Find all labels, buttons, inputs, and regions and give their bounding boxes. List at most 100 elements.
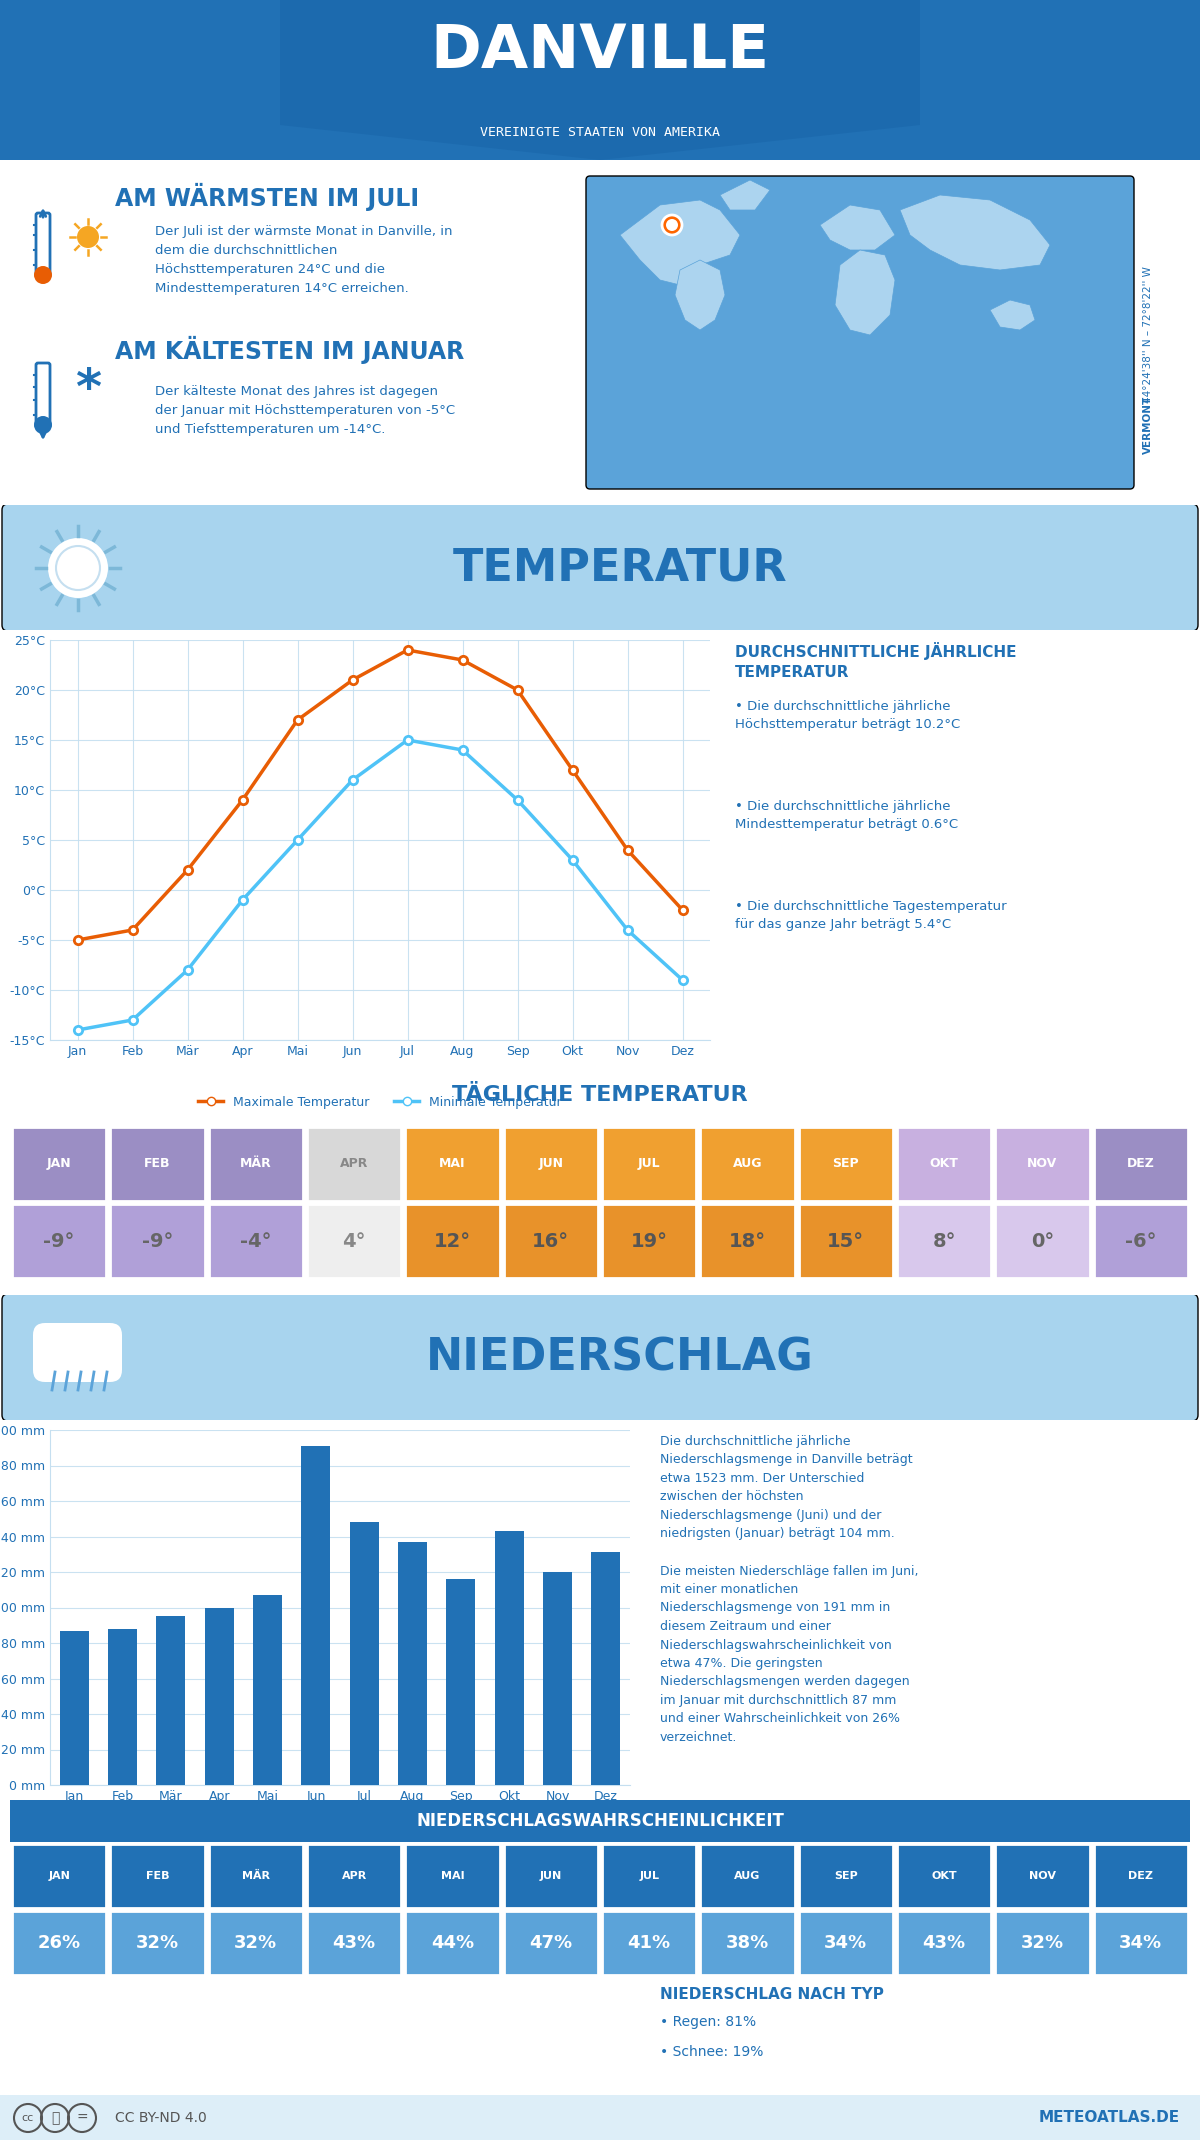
FancyBboxPatch shape xyxy=(36,214,50,276)
Text: AM KÄLTESTEN IM JANUAR: AM KÄLTESTEN IM JANUAR xyxy=(115,336,464,364)
Text: 15°: 15° xyxy=(827,1233,864,1250)
Bar xyxy=(592,1552,620,1785)
Text: NIEDERSCHLAGSWAHRSCHEINLICHKEIT: NIEDERSCHLAGSWAHRSCHEINLICHKEIT xyxy=(416,1813,784,1830)
Bar xyxy=(799,1205,893,1278)
Text: cc: cc xyxy=(22,2112,34,2123)
Bar xyxy=(406,1911,499,1975)
Circle shape xyxy=(34,415,52,434)
Bar xyxy=(896,1845,991,1909)
Circle shape xyxy=(34,265,52,285)
FancyBboxPatch shape xyxy=(2,505,1198,631)
Text: 19°: 19° xyxy=(631,1233,667,1250)
Bar xyxy=(995,1128,1090,1201)
Text: 47%: 47% xyxy=(529,1935,572,1952)
Bar xyxy=(701,1128,794,1201)
Text: VERMONT: VERMONT xyxy=(1142,396,1153,454)
Text: NOV: NOV xyxy=(1027,1158,1057,1171)
FancyBboxPatch shape xyxy=(586,175,1134,490)
Text: -6°: -6° xyxy=(1126,1233,1157,1250)
Bar xyxy=(209,1205,304,1278)
Text: DEZ: DEZ xyxy=(1127,1158,1154,1171)
Text: ⓘ: ⓘ xyxy=(50,2110,59,2125)
FancyBboxPatch shape xyxy=(36,364,50,428)
Text: TÄGLICHE TEMPERATUR: TÄGLICHE TEMPERATUR xyxy=(452,1085,748,1104)
Text: =: = xyxy=(76,2110,88,2125)
Text: Der kälteste Monat des Jahres ist dagegen
der Januar mit Höchsttemperaturen von : Der kälteste Monat des Jahres ist dagege… xyxy=(155,385,455,437)
Bar xyxy=(799,1128,893,1201)
Legend: Maximale Temperatur, Minimale Temperatur: Maximale Temperatur, Minimale Temperatur xyxy=(193,1091,568,1113)
Bar xyxy=(110,1128,205,1201)
Bar xyxy=(108,1629,137,1785)
Bar xyxy=(406,1128,499,1201)
Text: DEZ: DEZ xyxy=(1128,1870,1153,1881)
Text: SEP: SEP xyxy=(834,1870,858,1881)
Bar xyxy=(995,1205,1090,1278)
Bar xyxy=(701,1205,794,1278)
Bar xyxy=(12,1128,107,1201)
Bar xyxy=(1093,1845,1188,1909)
Text: • Die durchschnittliche Tagestemperatur
für das ganze Jahr beträgt 5.4°C: • Die durchschnittliche Tagestemperatur … xyxy=(734,901,1007,931)
Polygon shape xyxy=(674,259,725,330)
Bar xyxy=(701,1845,794,1909)
Text: METEOATLAS.DE: METEOATLAS.DE xyxy=(1039,2110,1180,2125)
Text: JUN: JUN xyxy=(540,1870,562,1881)
Bar xyxy=(799,1845,893,1909)
Text: FEB: FEB xyxy=(145,1870,169,1881)
Text: 32%: 32% xyxy=(234,1935,277,1952)
Text: 16°: 16° xyxy=(533,1233,569,1250)
Text: • Die durchschnittliche jährliche
Höchsttemperatur beträgt 10.2°C: • Die durchschnittliche jährliche Höchst… xyxy=(734,700,960,732)
Circle shape xyxy=(666,218,678,231)
Text: APR: APR xyxy=(340,1158,368,1171)
Bar xyxy=(1093,1205,1188,1278)
FancyBboxPatch shape xyxy=(34,1323,122,1382)
Text: 0°: 0° xyxy=(1031,1233,1054,1250)
Bar xyxy=(896,1205,991,1278)
Bar xyxy=(406,1845,499,1909)
Bar xyxy=(398,1541,427,1785)
Bar xyxy=(12,1205,107,1278)
Text: JUL: JUL xyxy=(638,1158,660,1171)
Text: MÄR: MÄR xyxy=(240,1158,271,1171)
Bar xyxy=(253,1594,282,1785)
Bar xyxy=(602,1205,696,1278)
Text: SEP: SEP xyxy=(833,1158,859,1171)
Polygon shape xyxy=(990,300,1034,330)
Bar xyxy=(602,1911,696,1975)
Text: AUG: AUG xyxy=(734,1870,761,1881)
Bar xyxy=(349,1522,379,1785)
Legend: Niederschlagssumme: Niederschlagssumme xyxy=(250,1819,430,1843)
Text: NOV: NOV xyxy=(1030,1870,1056,1881)
Bar xyxy=(504,1128,598,1201)
Text: -9°: -9° xyxy=(43,1233,74,1250)
Bar xyxy=(12,1911,107,1975)
Bar xyxy=(995,1845,1090,1909)
Text: FEB: FEB xyxy=(144,1158,170,1171)
Text: NIEDERSCHLAG NACH TYP: NIEDERSCHLAG NACH TYP xyxy=(660,1988,884,2003)
Text: Der Juli ist der wärmste Monat in Danville, in
dem die durchschnittlichen
Höchst: Der Juli ist der wärmste Monat in Danvil… xyxy=(155,225,452,295)
Circle shape xyxy=(56,546,100,591)
Text: TEMPERATUR: TEMPERATUR xyxy=(452,546,787,589)
Text: Die durchschnittliche jährliche
Niederschlagsmenge in Danville beträgt
etwa 1523: Die durchschnittliche jährliche Niedersc… xyxy=(660,1436,918,1744)
Text: 44%: 44% xyxy=(431,1935,474,1952)
Bar xyxy=(1093,1128,1188,1201)
Bar xyxy=(504,1911,598,1975)
Text: 43%: 43% xyxy=(332,1935,376,1952)
Text: OKT: OKT xyxy=(931,1870,956,1881)
Text: 8°: 8° xyxy=(932,1233,956,1250)
Text: 41%: 41% xyxy=(628,1935,671,1952)
Text: • Schnee: 19%: • Schnee: 19% xyxy=(660,2046,763,2059)
Bar xyxy=(209,1128,304,1201)
Text: JUL: JUL xyxy=(640,1870,659,1881)
Text: -9°: -9° xyxy=(142,1233,173,1250)
Polygon shape xyxy=(900,195,1050,270)
Text: JAN: JAN xyxy=(48,1870,70,1881)
Bar xyxy=(209,1911,304,1975)
Bar xyxy=(602,1845,696,1909)
Text: • Regen: 81%: • Regen: 81% xyxy=(660,2016,756,2029)
Text: 32%: 32% xyxy=(136,1935,179,1952)
Polygon shape xyxy=(720,180,770,210)
Circle shape xyxy=(77,227,98,248)
Bar xyxy=(307,1128,401,1201)
Text: 38%: 38% xyxy=(726,1935,769,1952)
Bar xyxy=(799,1911,893,1975)
